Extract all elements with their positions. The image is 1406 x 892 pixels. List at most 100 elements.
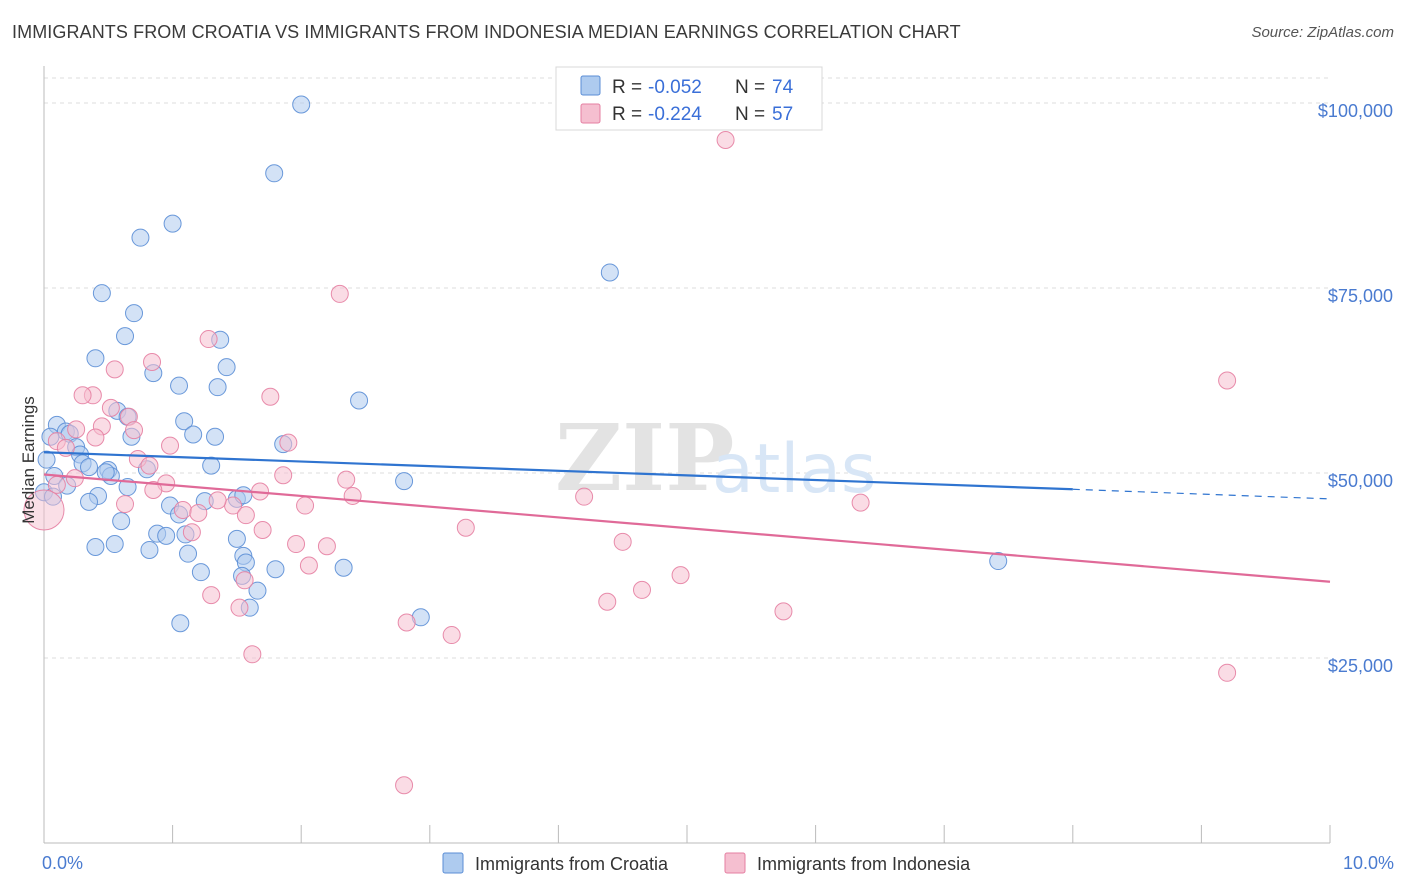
croatia-point-13 (208, 378, 227, 397)
indonesia-point-23 (337, 470, 356, 489)
bottom-legend-label-indonesia: Immigrants from Indonesia (757, 854, 971, 874)
indonesia-point-39 (253, 520, 272, 539)
indonesia-point-40 (182, 523, 201, 542)
data-points (23, 95, 1237, 795)
indonesia-point-48 (202, 586, 221, 605)
legend-r-label-croatia: R = (612, 77, 642, 98)
croatia-point-0 (292, 95, 311, 114)
indonesia-point-54 (243, 645, 262, 664)
indonesia-point-57 (23, 489, 65, 531)
indonesia-point-47 (632, 580, 651, 599)
croatia-point-59 (334, 558, 353, 577)
croatia-point-36 (395, 472, 414, 491)
indonesia-point-38 (456, 518, 475, 537)
chart-title: IMMIGRANTS FROM CROATIA VS IMMIGRANTS FR… (12, 22, 961, 42)
croatia-point-49 (157, 526, 176, 545)
indonesia-point-30 (851, 493, 870, 512)
croatia-point-54 (140, 540, 159, 559)
croatia-point-4 (600, 263, 619, 282)
indonesia-point-56 (395, 776, 414, 795)
legend-n-value-indonesia: 57 (772, 104, 793, 125)
y-tick-label-3: $100,000 (1318, 101, 1393, 121)
croatia-point-14 (350, 391, 369, 410)
croatia-point-32 (80, 458, 99, 477)
croatia-point-9 (86, 349, 105, 368)
y-tick-label-1: $50,000 (1328, 471, 1393, 491)
indonesia-point-8 (261, 387, 280, 406)
indonesia-point-44 (299, 556, 318, 575)
legend-n-value-croatia: 74 (772, 77, 794, 98)
indonesia-point-12 (125, 421, 144, 440)
indonesia-point-4 (105, 360, 124, 379)
croatia-trend-line (43, 451, 1073, 491)
y-tick-label-2: $75,000 (1328, 286, 1393, 306)
indonesia-point-16 (279, 433, 298, 452)
croatia-point-12 (170, 376, 189, 395)
croatia-point-35 (96, 463, 115, 482)
bottom-legend: Immigrants from Croatia Immigrants from … (442, 852, 971, 874)
indonesia-point-3 (143, 353, 162, 371)
croatia-point-3 (131, 228, 150, 247)
y-tick-labels: $25,000 $50,000 $75,000 $100,000 (1318, 101, 1393, 676)
croatia-point-17 (175, 412, 194, 431)
bottom-legend-swatch-indonesia (724, 852, 746, 874)
indonesia-point-29 (575, 487, 594, 506)
watermark: ZIP atlas (555, 404, 876, 512)
x-tick-max: 10.0% (1343, 853, 1394, 873)
legend-swatch-indonesia (580, 103, 601, 124)
indonesia-point-20 (140, 456, 159, 475)
indonesia-point-55 (1218, 663, 1237, 682)
indonesia-point-33 (208, 491, 227, 510)
indonesia-point-7 (73, 386, 92, 405)
y-axis-label: Median Earnings (19, 396, 38, 524)
indonesia-point-50 (230, 598, 249, 617)
indonesia-point-41 (613, 532, 632, 551)
indonesia-point-34 (296, 496, 315, 515)
croatia-point-64 (171, 614, 190, 633)
legend-n-label-indonesia: N = (735, 104, 765, 125)
indonesia-point-52 (397, 613, 416, 632)
indonesia-point-14 (86, 428, 105, 447)
croatia-point-60 (191, 563, 210, 582)
croatia-point-10 (217, 358, 236, 377)
croatia-point-7 (116, 327, 135, 346)
indonesia-point-42 (287, 535, 306, 554)
croatia-point-2 (163, 214, 182, 233)
croatia-point-68 (37, 450, 56, 469)
croatia-point-52 (86, 538, 105, 556)
croatia-point-47 (112, 512, 131, 531)
watermark-atlas: atlas (712, 430, 876, 509)
top-legend: R = -0.052 N = 74 R = -0.224 N = 57 (555, 66, 823, 131)
indonesia-point-5 (1218, 371, 1237, 390)
croatia-point-41 (80, 492, 99, 511)
indonesia-trend-line (43, 473, 1331, 583)
croatia-point-62 (248, 581, 267, 600)
legend-r-value-indonesia: -0.224 (648, 104, 702, 125)
indonesia-point-36 (189, 503, 208, 522)
indonesia-point-51 (774, 602, 793, 621)
indonesia-point-53 (442, 626, 461, 645)
indonesia-point-26 (144, 481, 163, 500)
croatia-point-24 (206, 427, 225, 446)
indonesia-point-46 (235, 571, 254, 590)
y-tick-label-0: $25,000 (1328, 656, 1393, 676)
indonesia-point-28 (343, 486, 362, 505)
indonesia-point-31 (116, 495, 135, 514)
bottom-legend-swatch-croatia (442, 852, 464, 874)
croatia-point-58 (266, 560, 285, 579)
indonesia-point-17 (161, 436, 180, 455)
indonesia-point-0 (716, 131, 735, 149)
croatia-point-5 (92, 284, 111, 303)
indonesia-point-21 (274, 466, 293, 485)
trend-lines (43, 451, 1331, 583)
indonesia-point-9 (101, 398, 120, 417)
croatia-point-55 (179, 544, 198, 563)
legend-r-label-indonesia: R = (612, 104, 642, 125)
indonesia-point-49 (598, 592, 617, 611)
indonesia-point-13 (67, 420, 86, 439)
croatia-point-1 (265, 164, 284, 183)
indonesia-point-35 (173, 501, 192, 519)
legend-r-value-croatia: -0.052 (648, 77, 702, 98)
croatia-point-66 (989, 552, 1008, 571)
